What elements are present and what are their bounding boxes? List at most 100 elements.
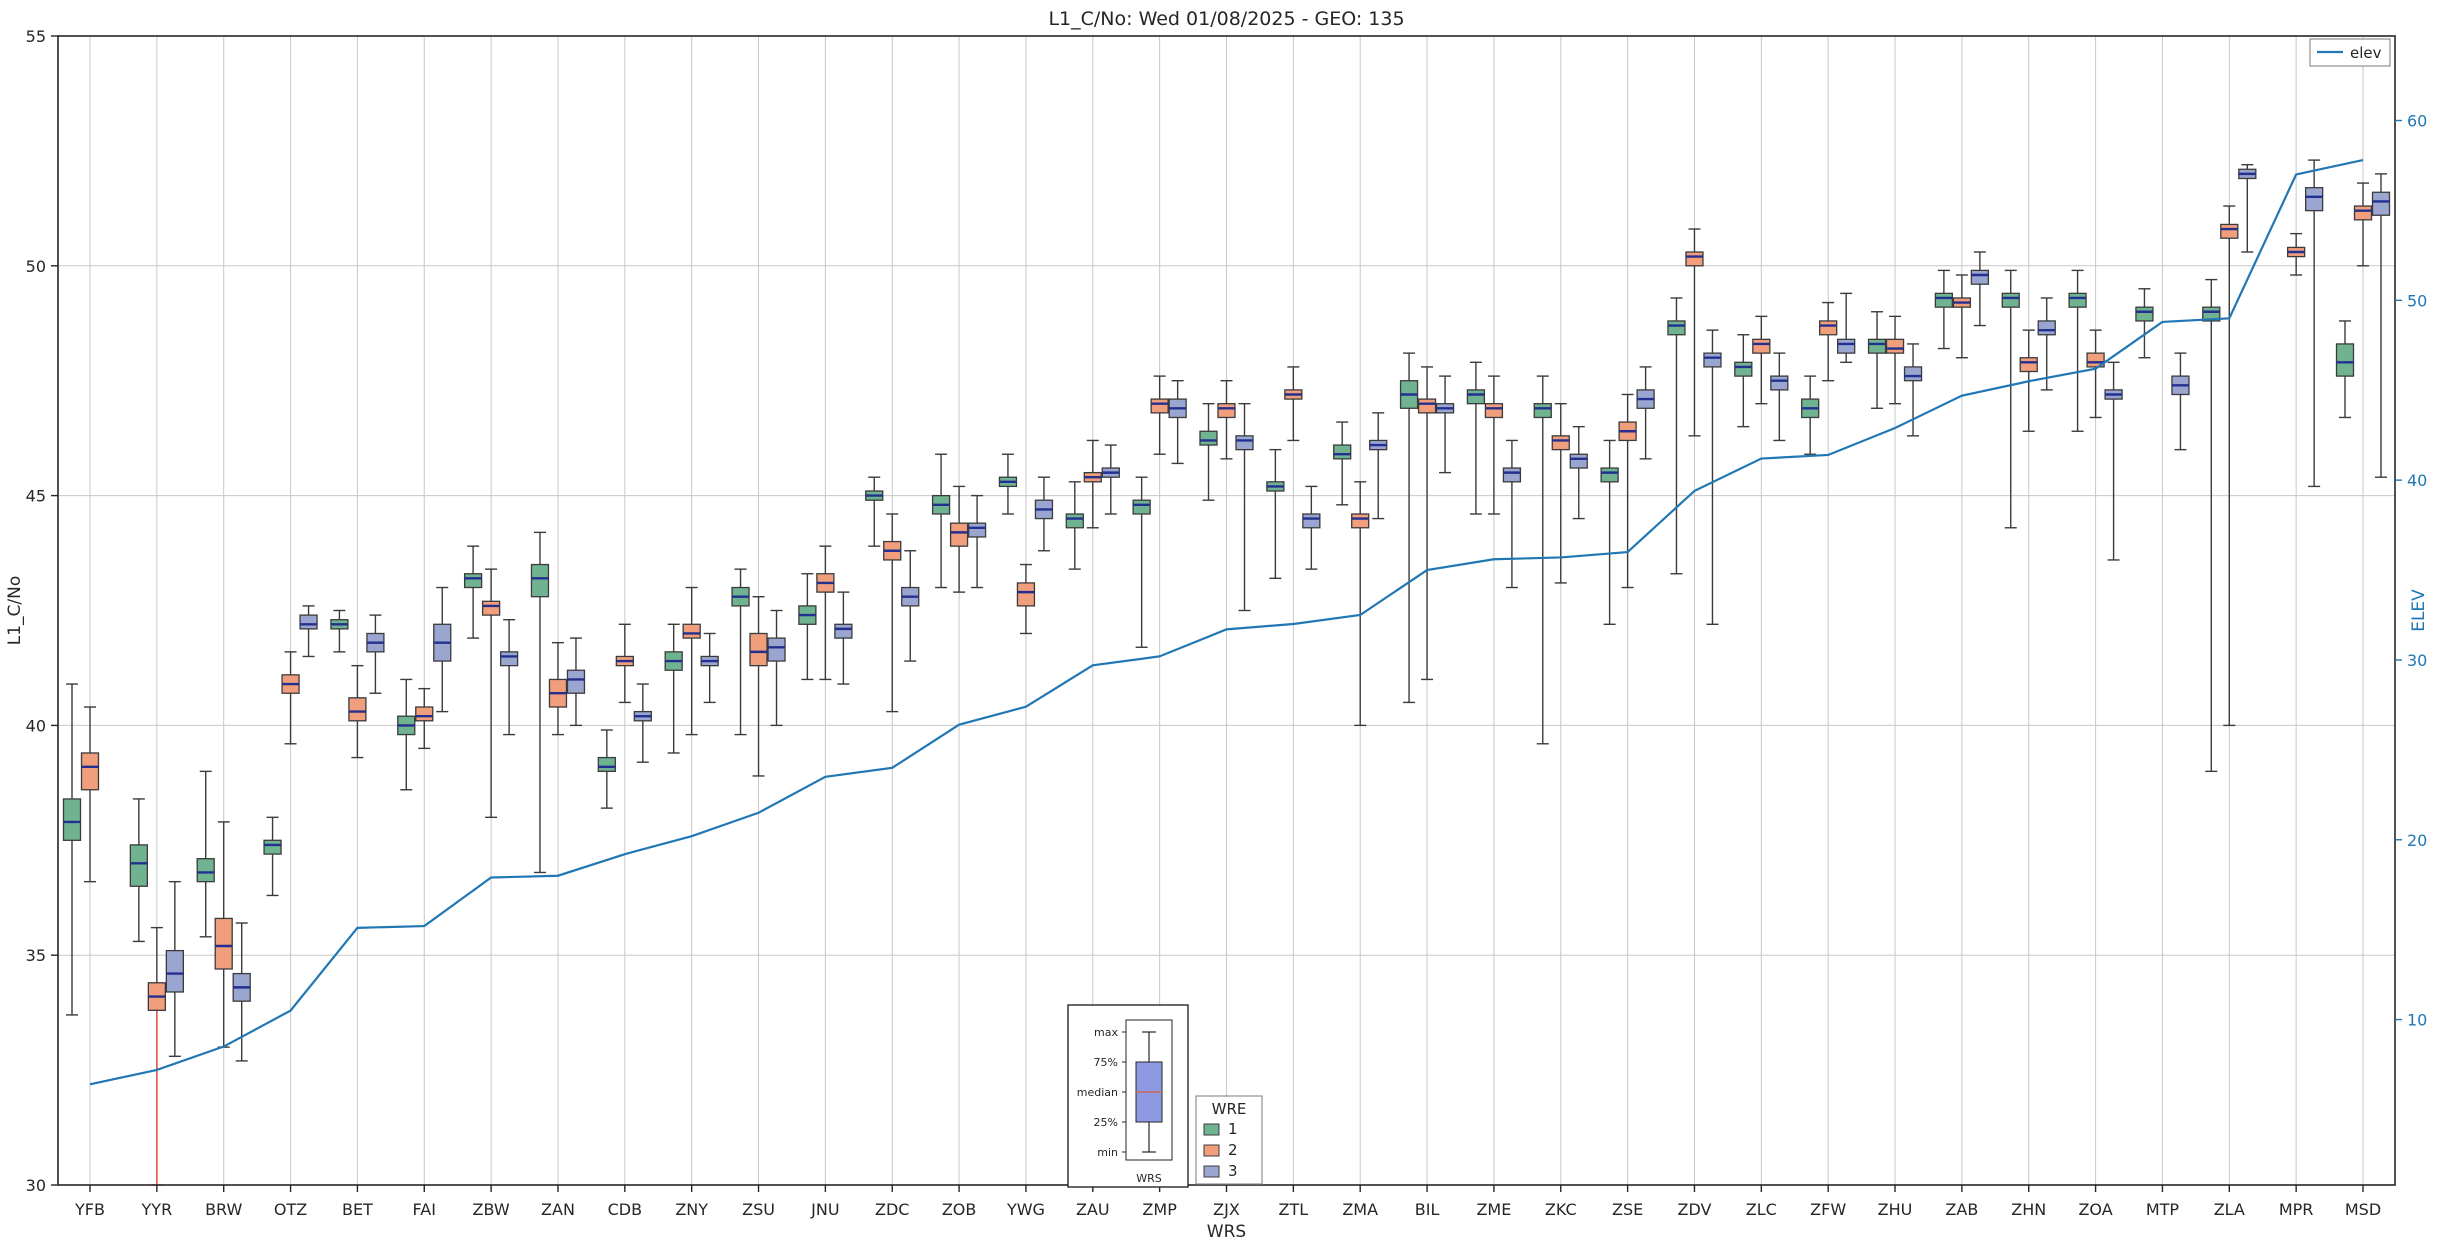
box-BRW-wre2 (214, 821, 233, 1048)
box-CDB-wre3 (633, 683, 652, 763)
chart-title: L1_C/No: Wed 01/08/2025 - GEO: 135 (1048, 8, 1405, 30)
svg-text:max: max (1094, 1026, 1118, 1039)
box-ZDV-wre2 (1685, 228, 1704, 437)
wre-legend-swatch-2 (1203, 1144, 1220, 1157)
box-YWG-wre2 (1016, 563, 1036, 635)
svg-text:ZOB: ZOB (942, 1200, 977, 1219)
box-ZOA-wre1 (2068, 269, 2087, 432)
svg-text:ZNY: ZNY (675, 1200, 708, 1219)
box-ZDC-wre2 (883, 513, 902, 713)
svg-text:50: 50 (26, 257, 46, 276)
svg-text:ZMP: ZMP (1142, 1200, 1177, 1219)
box-FAI-wre1 (397, 678, 416, 791)
box-MPR-wre3 (2304, 159, 2324, 488)
box-BET-wre2 (348, 664, 367, 759)
box-ZHU-wre1 (1867, 311, 1887, 409)
box-CDB-wre2 (615, 623, 634, 704)
box-ZLC-wre2 (1752, 315, 1771, 405)
box-ZJX-wre1 (1199, 402, 1218, 501)
svg-text:ZJX: ZJX (1213, 1200, 1240, 1219)
box-ZAB-wre2 (1952, 274, 1972, 359)
svg-text:BIL: BIL (1415, 1200, 1440, 1219)
svg-text:ZAU: ZAU (1076, 1200, 1110, 1219)
svg-text:CDB: CDB (608, 1200, 642, 1219)
box-ZBW-wre1 (463, 545, 483, 639)
box-YYR-wre3 (165, 880, 185, 1058)
elev-line (89, 158, 2364, 1086)
svg-text:55: 55 (26, 27, 46, 46)
box-YYR-wre2 (147, 926, 167, 1186)
box-ZKC-wre3 (1569, 425, 1588, 520)
box-YWG-wre1 (998, 453, 1018, 515)
box-ZFW-wre3 (1837, 292, 1856, 364)
box-ZOA-wre3 (2104, 361, 2123, 561)
box-ZLA-wre3 (2238, 163, 2257, 253)
svg-text:30: 30 (2407, 651, 2427, 670)
box-ZHN-wre3 (2037, 297, 2056, 391)
box-ZME-wre2 (1484, 375, 1504, 515)
box-ZJX-wre2 (1217, 380, 1236, 460)
svg-text:ZKC: ZKC (1545, 1200, 1577, 1219)
svg-text:40: 40 (26, 716, 46, 735)
box-ZOB-wre2 (949, 485, 969, 593)
svg-text:min: min (1097, 1146, 1118, 1159)
box-YYR-wre1 (129, 798, 149, 943)
svg-text:ZHU: ZHU (1878, 1200, 1913, 1219)
svg-text:50: 50 (2407, 291, 2427, 310)
svg-text:30: 30 (26, 1176, 46, 1195)
box-ZTL-wre3 (1302, 485, 1321, 570)
svg-text:YFB: YFB (74, 1200, 105, 1219)
box-FAI-wre3 (433, 586, 452, 713)
gridlines (58, 35, 2395, 1186)
box-JNU-wre3 (834, 591, 853, 685)
box-BET-wre1 (330, 609, 349, 653)
box-ZMA-wre2 (1351, 481, 1370, 727)
wre-legend-swatch-3 (1203, 1165, 1220, 1178)
svg-text:75%: 75% (1094, 1056, 1118, 1069)
box-BRW-wre3 (232, 922, 251, 1062)
box-ZKC-wre2 (1551, 402, 1570, 584)
box-MTP-wre3 (2171, 352, 2190, 451)
svg-text:ZSU: ZSU (742, 1200, 775, 1219)
box-ZSU-wre3 (767, 609, 786, 727)
box-ZAN-wre3 (566, 637, 586, 727)
box-ZFW-wre2 (1819, 301, 1838, 382)
box-BIL-wre3 (1435, 375, 1455, 474)
wre-legend-swatch-1 (1203, 1123, 1220, 1136)
box-OTZ-wre2 (281, 651, 300, 745)
svg-text:ZBW: ZBW (473, 1200, 510, 1219)
axes: 30 35 40 45 50 55 10 20 30 40 50 60 YFB YYR BRW OTZ BET F… (5, 27, 2429, 1242)
box-BIL-wre2 (1417, 366, 1437, 681)
box-ZFW-wre1 (1801, 375, 1820, 455)
svg-text:median: median (1077, 1086, 1118, 1099)
svg-text:WRE: WRE (1212, 1100, 1247, 1118)
svg-text:ZHN: ZHN (2011, 1200, 2046, 1219)
box-ZJX-wre3 (1235, 402, 1254, 612)
box-ZHU-wre2 (1885, 315, 1905, 405)
box-BET-wre3 (366, 614, 385, 694)
svg-text:ZAN: ZAN (541, 1200, 575, 1219)
box-ZKC-wre1 (1533, 375, 1552, 745)
svg-text:JNU: JNU (810, 1200, 839, 1219)
svg-text:ZDC: ZDC (875, 1200, 909, 1219)
svg-text:MPR: MPR (2279, 1200, 2314, 1219)
box-YFB-wre1 (62, 683, 82, 1016)
svg-text:1: 1 (1228, 1120, 1238, 1138)
svg-text:MSD: MSD (2345, 1200, 2381, 1219)
box-ZMA-wre1 (1333, 421, 1352, 506)
box-ZSE-wre3 (1636, 366, 1655, 460)
box-ZMA-wre3 (1369, 412, 1388, 520)
box-ZME-wre3 (1502, 439, 1522, 589)
svg-text:elev: elev (2350, 44, 2382, 62)
box-ZBW-wre3 (499, 618, 519, 736)
box-ZHU-wre3 (1903, 343, 1923, 437)
svg-text:WRS: WRS (1136, 1172, 1162, 1185)
box-ZAN-wre1 (530, 531, 550, 874)
box-YWG-wre3 (1034, 476, 1054, 552)
svg-text:ZFW: ZFW (1810, 1200, 1846, 1219)
box-ZMP-wre2 (1150, 375, 1169, 455)
svg-text:40: 40 (2407, 471, 2427, 490)
box-ZDC-wre3 (901, 550, 920, 662)
svg-text:L1_C/No: L1_C/No (5, 576, 25, 646)
